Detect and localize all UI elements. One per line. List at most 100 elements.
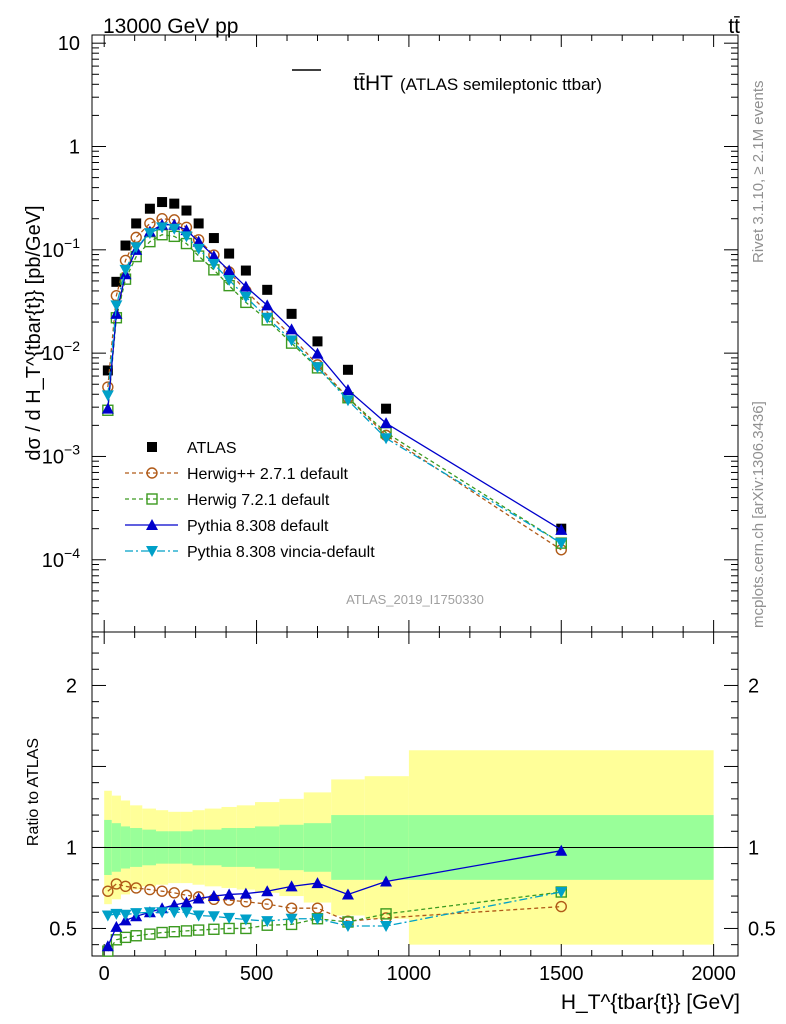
legend-marker-herwig_pp [146, 467, 158, 479]
main-point-atlas [169, 198, 180, 209]
source-label: mcplots.cern.ch [arXiv:1306.3436] [750, 401, 767, 628]
main-point-pythia [223, 264, 236, 276]
ratio-point-vincia [156, 907, 169, 919]
main-point-vincia [156, 222, 169, 234]
ratio-line-vincia [107, 891, 562, 927]
y-tick-label: 10−3 [42, 441, 80, 468]
ratio-point-herwig7 [180, 925, 193, 937]
series [101, 197, 568, 957]
ratio-point-pythia [261, 885, 274, 897]
ratio-point-herwig7 [208, 923, 220, 935]
main-point-atlas [181, 205, 192, 216]
ratio-point-pythia [341, 888, 354, 900]
ratio-point-vincia [168, 907, 181, 919]
y-tick-label: 10 [58, 33, 80, 55]
ratio-point-herwig_pp [130, 882, 142, 894]
main-point-atlas [157, 197, 168, 208]
main-point-pythia [110, 307, 123, 319]
ratio-point-vincia [311, 913, 324, 925]
main-point-atlas [224, 248, 235, 259]
main-point-vincia [555, 538, 568, 550]
main-point-atlas [240, 265, 251, 276]
ratio-point-pythia [239, 887, 252, 899]
ratio-point-herwig_pp [555, 900, 567, 913]
main-series-pythia [101, 218, 568, 535]
main-point-vincia [285, 335, 298, 347]
legend-label-herwig_pp: Herwig++ 2.7.1 default [187, 466, 349, 483]
legend-marker-atlas [147, 442, 157, 452]
ratio-point-pythia [555, 844, 568, 856]
ratio-point-vincia [239, 914, 252, 926]
x-tick-label: 1500 [539, 963, 584, 985]
ratio-point-herwig_pp [102, 885, 114, 897]
main-point-vincia [192, 243, 205, 255]
main-point-pythia [101, 402, 114, 414]
ratio-point-vincia [285, 913, 298, 925]
main-point-pythia [380, 417, 393, 429]
ratio-point-herwig_pp [156, 885, 168, 897]
legend-marker-pythia [146, 519, 158, 530]
ratio-y-axis-title: Ratio to ATLAS [25, 738, 42, 846]
main-y-axis-title: dσ / d H_T^{tbar{t}} [pb/GeV] [23, 205, 45, 460]
ratio-point-vincia [380, 921, 393, 933]
main-line-herwig7 [107, 234, 562, 544]
main-point-vincia [110, 300, 123, 312]
main-point-vincia [223, 275, 236, 287]
main-point-vincia [130, 242, 143, 254]
main-point-atlas [286, 308, 297, 319]
main-point-atlas [342, 364, 353, 375]
main-point-vincia [207, 258, 220, 270]
ratio-point-pythia [110, 920, 123, 932]
main-point-herwig_pp [130, 231, 142, 244]
legend-label-herwig7: Herwig 7.2.1 default [187, 492, 330, 509]
ratio-point-herwig7 [144, 928, 156, 940]
main-point-vincia [143, 228, 156, 240]
ratio-point-vincia [341, 921, 354, 933]
ratio-point-vincia [101, 910, 114, 922]
ratio-point-pythia [311, 877, 324, 889]
main-point-pythia [341, 383, 354, 395]
ratio-point-vincia [110, 908, 123, 920]
main-point-pythia [261, 299, 274, 311]
ratio-point-herwig7 [380, 908, 392, 920]
ratio-point-pythia [380, 875, 393, 887]
legend: ATLAS Herwig++ 2.7.1 default Herwig 7.2.1 … [125, 440, 375, 561]
ratio-point-herwig7 [168, 926, 180, 938]
main-point-pythia [311, 347, 324, 359]
main-point-atlas [120, 240, 131, 251]
main-point-vincia [311, 362, 324, 374]
ratio-y-tick-label-right: 2 [748, 675, 759, 697]
y-tick-label: 10−4 [42, 545, 80, 572]
ratio-y-tick-label: 1 [66, 837, 77, 859]
main-point-pythia [555, 523, 568, 535]
ratio-point-herwig_pp [119, 880, 132, 893]
main-point-atlas [312, 336, 323, 347]
ratio-point-herwig_pp [285, 902, 298, 914]
ratio-point-herwig7 [156, 926, 168, 939]
x-axis-title: H_T^{tbar{t}} [GeV] [561, 991, 740, 1014]
legend-marker-vincia [146, 546, 158, 557]
ratio-point-herwig_pp [261, 898, 273, 910]
ratio-y-tick-label: 2 [66, 675, 77, 697]
main-series-herwig7 [102, 229, 567, 549]
main-point-vincia [341, 395, 354, 407]
ratio-point-herwig_pp [144, 883, 156, 896]
y-tick-label: 10−2 [42, 338, 80, 365]
analysis-id: ATLAS_2019_I1750330 [346, 592, 484, 607]
axes: 0 500 1000 1500 2000 10 1 10−1 10−2 10−3 10−4 0.5 0.… [42, 33, 776, 985]
legend-marker-herwig7 [146, 493, 158, 505]
main-point-vincia [380, 433, 393, 445]
y-tick-label: 1 [69, 137, 80, 159]
main-point-vincia [261, 312, 274, 324]
ratio-point-pythia [285, 880, 298, 892]
main-point-vincia [119, 264, 132, 276]
main-point-vincia [168, 223, 181, 235]
y-tick-label: 10−1 [42, 235, 80, 262]
ratio-point-pythia [101, 940, 114, 952]
energy-label: 13000 GeV pp [103, 15, 238, 38]
main-point-vincia [239, 291, 252, 303]
ratio-point-herwig7 [192, 924, 205, 936]
ratio-point-pythia [192, 892, 205, 904]
main-line-vincia [107, 226, 562, 544]
